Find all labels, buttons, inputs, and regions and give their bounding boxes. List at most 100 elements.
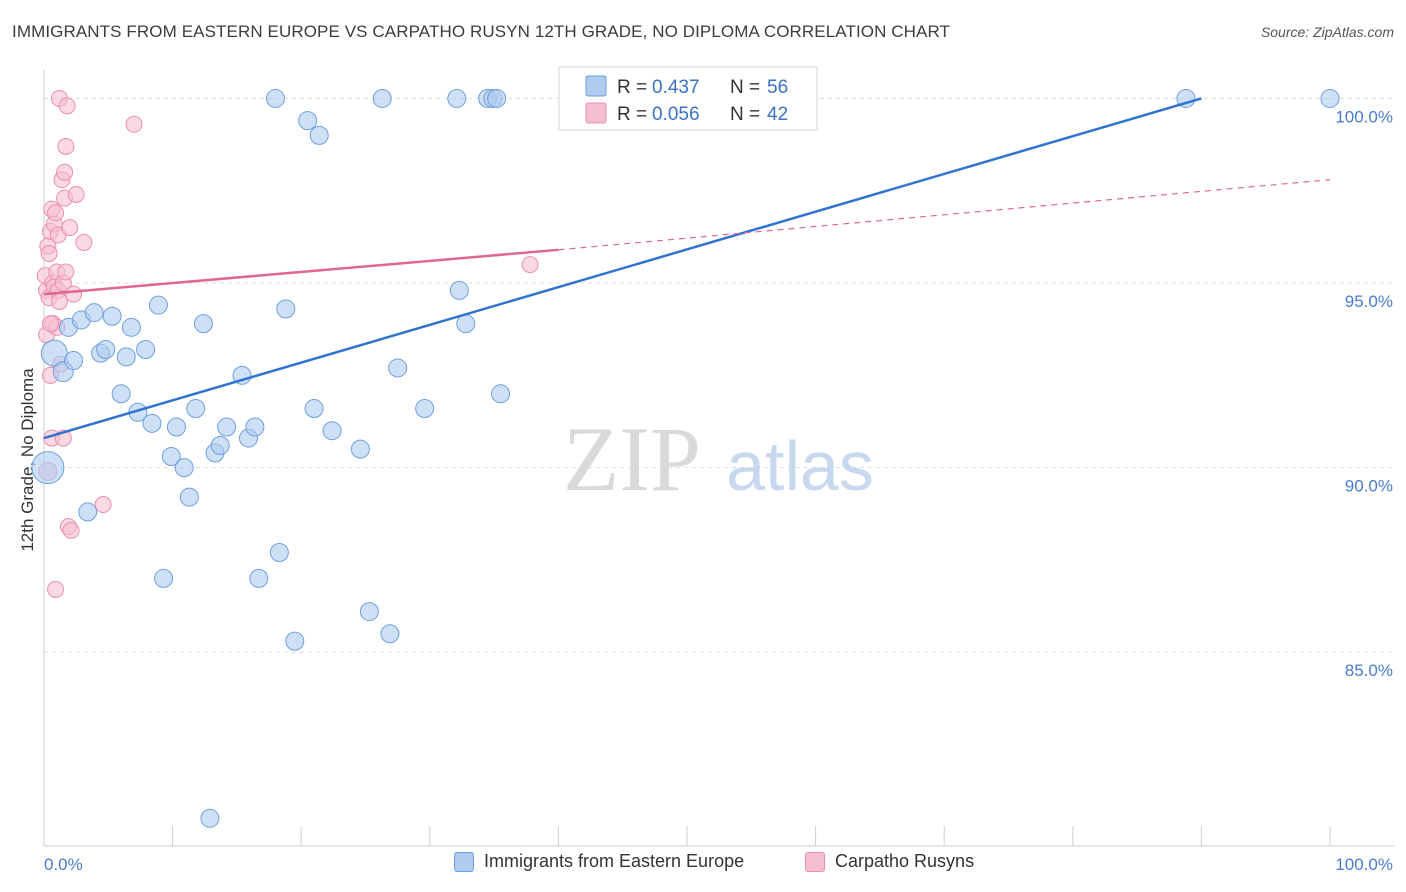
point-blue-7	[84, 303, 104, 323]
y-tick-label-3: 100.0%	[1335, 107, 1393, 126]
point-blue-23	[186, 399, 206, 419]
tick-labels: 85.0% 90.0% 95.0% 100.0% 0.0% 100.0%	[44, 107, 1393, 874]
point-blue-12	[116, 347, 136, 367]
source-label: Source: ZipAtlas.com	[1260, 24, 1394, 40]
point-blue-48	[449, 280, 469, 300]
point-blue-24	[193, 314, 213, 334]
legend-swatch-blue	[585, 75, 607, 97]
point-blue-43	[372, 88, 392, 108]
point-blue-4	[64, 351, 84, 371]
point-blue-42	[359, 602, 379, 622]
point-blue-6	[78, 502, 98, 522]
point-pink-30	[57, 263, 75, 281]
point-blue-13	[121, 317, 141, 337]
trend-line-pink	[43, 248, 559, 296]
point-blue-20	[166, 417, 186, 437]
point-blue-33	[265, 88, 285, 108]
point-blue-0	[31, 451, 65, 485]
trend-lines	[43, 97, 1331, 440]
series-blue-points	[31, 88, 1340, 828]
bottom-legend: Immigrants from Eastern Europe Carpatho …	[0, 851, 1406, 879]
point-blue-44	[380, 624, 400, 644]
point-pink-33	[61, 219, 79, 237]
point-blue-32	[249, 568, 269, 588]
series-pink-points	[36, 89, 539, 598]
point-pink-36	[67, 185, 85, 203]
point-blue-17	[148, 295, 168, 315]
point-pink-40	[521, 256, 539, 274]
legend-n-value-blue: 56	[767, 77, 788, 98]
bottom-legend-item-pink[interactable]: Carpatho Rusyns	[805, 851, 974, 872]
legend-r-label-blue: R =	[617, 77, 647, 98]
point-blue-47	[447, 88, 467, 108]
legend-n-label-pink: N =	[730, 104, 760, 125]
legend-r-label-pink: R =	[617, 104, 647, 125]
point-blue-25	[200, 808, 220, 828]
y-tick-label-0: 85.0%	[1345, 661, 1393, 680]
watermark-atlas: atlas	[726, 427, 874, 505]
y-tick-label-2: 95.0%	[1345, 292, 1393, 311]
point-blue-9	[96, 339, 116, 359]
legend-box: R = 0.437 N = 56 R = 0.056 N = 42	[558, 66, 818, 131]
point-blue-38	[304, 399, 324, 419]
point-blue-10	[102, 306, 122, 326]
y-axis-label: 12th Grade, No Diploma	[18, 368, 37, 552]
point-blue-16	[142, 413, 162, 433]
legend-n-label-blue: N =	[730, 77, 760, 98]
point-blue-40	[322, 421, 342, 441]
point-pink-34	[62, 521, 80, 539]
point-pink-5	[40, 245, 58, 263]
point-blue-53	[491, 384, 511, 404]
point-blue-28	[217, 417, 237, 437]
point-pink-29	[57, 137, 75, 155]
point-pink-37	[75, 233, 93, 251]
point-pink-41	[41, 315, 59, 333]
point-pink-31	[58, 97, 76, 115]
point-blue-41	[350, 439, 370, 459]
x-tick-label-1: 100.0%	[1335, 855, 1393, 874]
point-pink-16	[47, 580, 65, 598]
chart-title: IMMIGRANTS FROM EASTERN EUROPE VS CARPAT…	[12, 22, 951, 41]
y-tick-label-1: 90.0%	[1345, 477, 1393, 496]
legend-n-value-pink: 42	[767, 104, 788, 125]
point-blue-15	[136, 339, 156, 359]
point-blue-27	[210, 435, 230, 455]
point-blue-39	[309, 125, 329, 145]
point-blue-1	[40, 339, 68, 367]
watermark: ZIP atlas	[563, 408, 874, 510]
bottom-legend-item-blue[interactable]: Immigrants from Eastern Europe	[454, 851, 744, 872]
bottom-legend-swatch-pink	[805, 851, 825, 872]
point-blue-18	[154, 568, 174, 588]
point-blue-22	[179, 487, 199, 507]
legend-swatch-pink	[585, 102, 607, 124]
point-blue-45	[388, 358, 408, 378]
legend-r-value-blue: 0.437	[652, 77, 700, 98]
point-pink-22	[50, 292, 68, 310]
trend-line-blue	[43, 97, 1202, 440]
axes	[43, 70, 1395, 847]
point-blue-55	[1320, 88, 1340, 108]
point-pink-27	[56, 163, 74, 181]
point-pink-39	[125, 115, 143, 133]
point-pink-38	[94, 496, 112, 514]
point-pink-15	[47, 204, 65, 222]
point-blue-35	[276, 299, 296, 319]
point-blue-52	[487, 88, 507, 108]
point-blue-37	[298, 111, 318, 131]
point-blue-34	[269, 543, 289, 563]
bottom-legend-label-blue: Immigrants from Eastern Europe	[484, 851, 745, 871]
legend-r-value-pink: 0.056	[652, 104, 700, 125]
trend-extension-pink	[558, 179, 1331, 251]
point-blue-19	[161, 447, 181, 467]
point-blue-21	[174, 458, 194, 478]
point-pink-35	[65, 285, 83, 303]
point-blue-11	[111, 384, 131, 404]
x-tick-label-0: 0.0%	[44, 855, 83, 874]
watermark-zip: ZIP	[563, 408, 701, 510]
point-blue-31	[245, 417, 265, 437]
bottom-legend-label-pink: Carpatho Rusyns	[835, 851, 975, 871]
point-blue-46	[415, 399, 435, 419]
point-blue-36	[285, 631, 305, 651]
bottom-legend-swatch-blue	[454, 851, 474, 872]
